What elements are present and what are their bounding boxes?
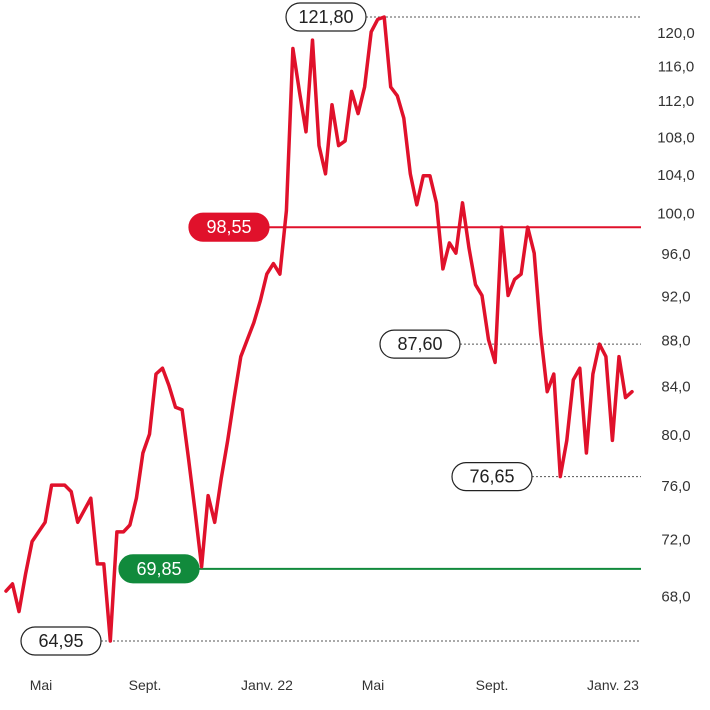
value-tag-label: 76,65 <box>469 467 514 487</box>
y-tick-label: 96,0 <box>661 246 690 263</box>
y-tick-label: 104,0 <box>657 167 695 184</box>
y-tick-label: 88,0 <box>661 333 690 350</box>
x-tick-label: Sept. <box>129 677 162 693</box>
value-tag-87-60 <box>379 329 461 359</box>
y-tick-label: 68,0 <box>661 588 690 605</box>
value-tag-label: 87,60 <box>397 334 442 354</box>
value-tag-98-55 <box>188 212 270 242</box>
value-tag-69-85 <box>118 554 200 584</box>
x-tick-label: Mai <box>362 677 385 693</box>
value-tag-label: 98,55 <box>206 217 251 237</box>
value-tags: 98,55 69,85 121,80 87,60 76,65 64,95 <box>20 2 533 656</box>
x-axis-ticks: Mai Sept. Janv. 22 Mai Sept. Janv. 23 <box>30 677 639 693</box>
series-lines <box>4 15 634 643</box>
value-tag-label: 64,95 <box>38 631 83 651</box>
y-tick-label: 120,0 <box>657 25 695 42</box>
x-tick-label: Sept. <box>476 677 509 693</box>
value-tag-76-65 <box>451 462 533 492</box>
y-tick-label: 84,0 <box>661 379 690 396</box>
y-tick-label: 72,0 <box>661 532 690 549</box>
series-line <box>4 15 634 643</box>
y-tick-label: 108,0 <box>657 129 695 146</box>
value-tag-64-95 <box>20 626 102 656</box>
y-tick-label: 92,0 <box>661 288 690 305</box>
y-tick-label: 112,0 <box>658 93 694 110</box>
value-tag-label: 121,80 <box>298 7 353 27</box>
x-tick-label: Janv. 22 <box>241 677 293 693</box>
reference-lines <box>101 16 641 642</box>
value-tag-121-80 <box>285 2 367 32</box>
y-tick-label: 76,0 <box>661 478 690 495</box>
value-tag-label: 69,85 <box>136 559 181 579</box>
y-tick-label: 80,0 <box>661 427 690 444</box>
y-tick-label: 100,0 <box>657 206 695 223</box>
x-tick-label: Janv. 23 <box>587 677 639 693</box>
y-axis-ticks: 68,0 72,0 76,0 80,0 84,0 88,0 92,0 96,0 100,0 104… <box>657 25 695 606</box>
x-tick-label: Mai <box>30 677 53 693</box>
y-tick-label: 116,0 <box>658 58 694 75</box>
